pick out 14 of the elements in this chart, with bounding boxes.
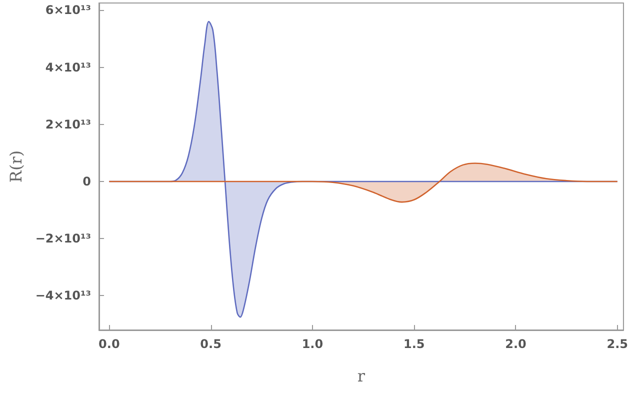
- x-tick-label: 1.5: [403, 337, 425, 351]
- y-tick-label: −2×10¹³: [35, 232, 91, 246]
- x-tick-label: 0.5: [200, 337, 222, 351]
- x-axis-title: r: [357, 366, 366, 386]
- y-tick-label: 0: [82, 174, 91, 188]
- y-tick-label: 4×10¹³: [45, 60, 91, 74]
- x-tick-label: 0.0: [98, 337, 120, 351]
- y-axis-title: R(r): [6, 150, 26, 183]
- x-tick-label: 2.0: [505, 337, 526, 351]
- x-tick-label: 2.5: [606, 337, 628, 351]
- x-tick-label: 1.0: [302, 337, 324, 351]
- y-tick-label: 6×10¹³: [45, 3, 91, 18]
- y-tick-label: −4×10¹³: [35, 288, 91, 303]
- y-tick-label: 2×10¹³: [45, 117, 91, 132]
